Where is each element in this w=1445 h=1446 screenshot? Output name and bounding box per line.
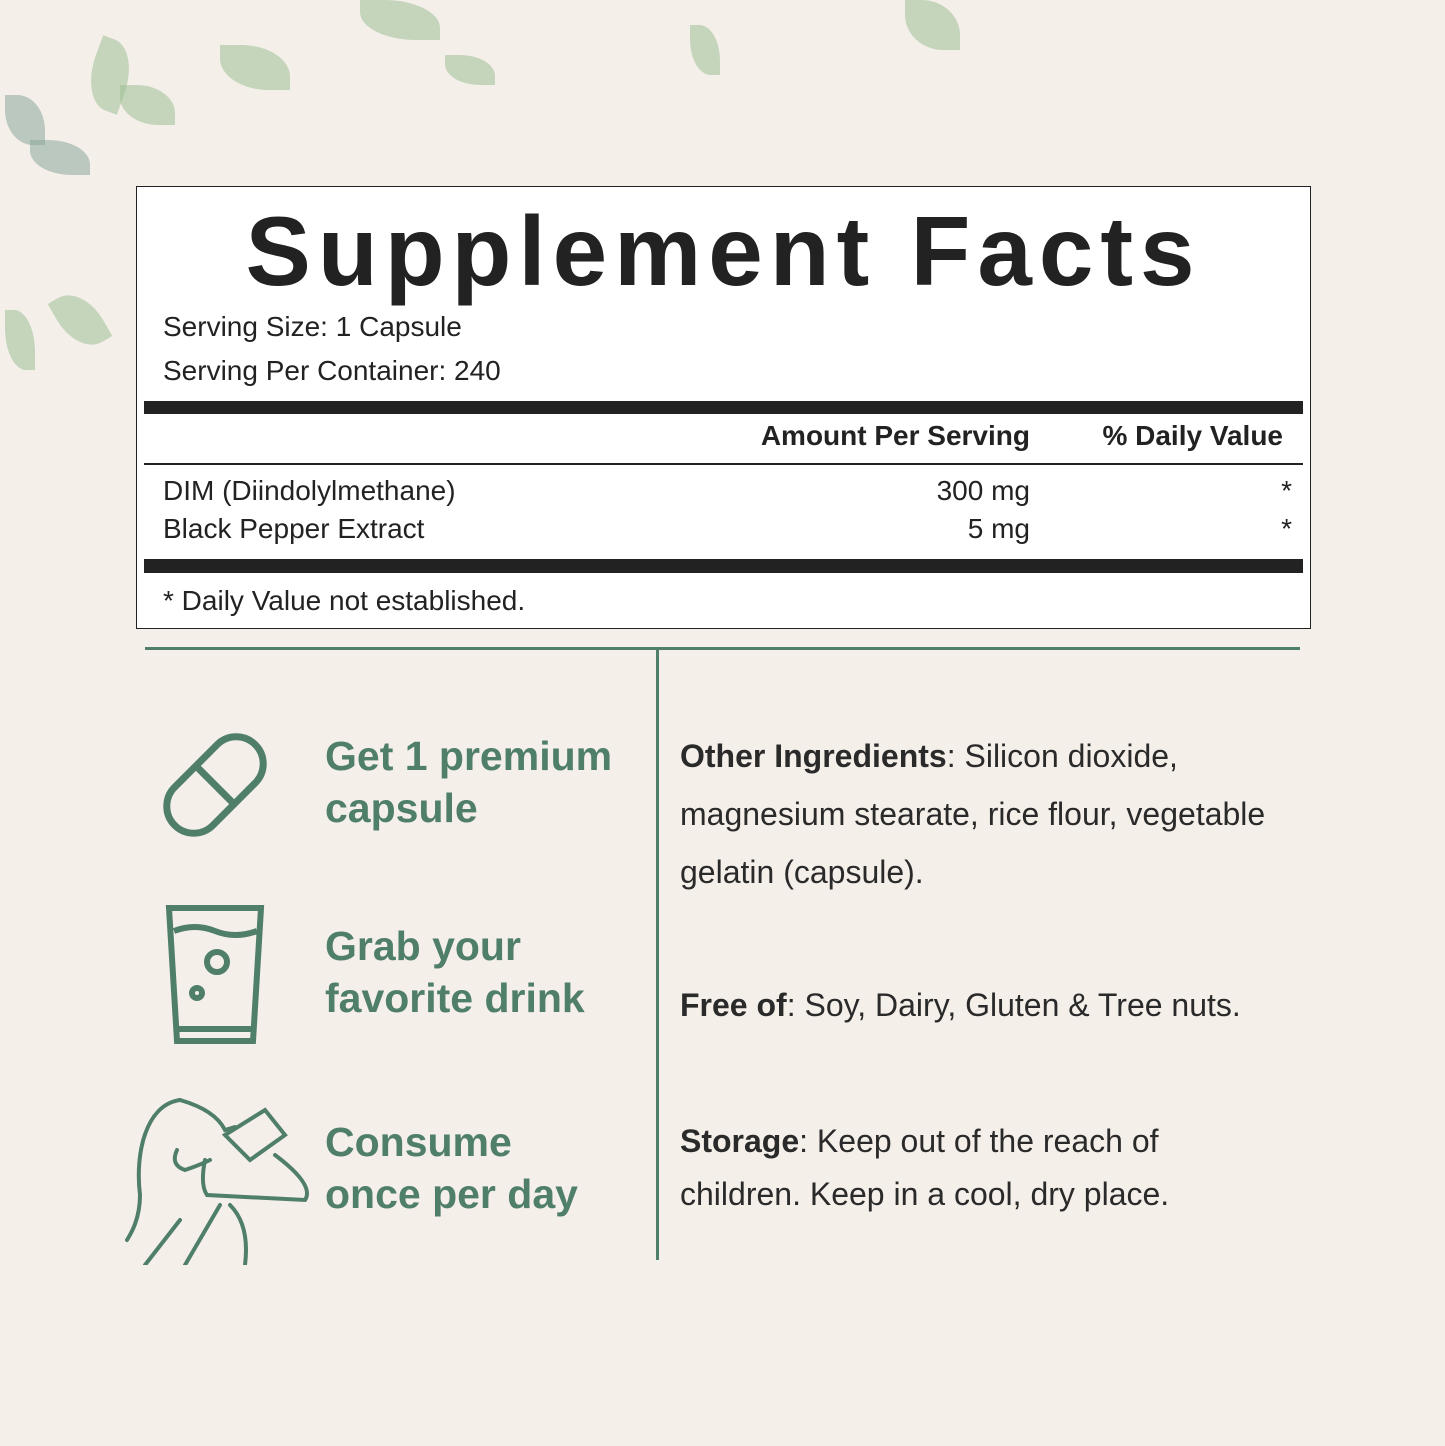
storage: Storage: Keep out of the reach of childr… [680, 1115, 1260, 1221]
supplement-facts-panel: Supplement Facts Serving Size: 1 Capsule… [136, 186, 1311, 629]
thick-divider [144, 401, 1303, 414]
step-3: Consume once per day [325, 1116, 578, 1220]
step-text: favorite drink [325, 975, 585, 1021]
step-text: capsule [325, 785, 478, 831]
other-ingredients-text: : Silicon dioxide, magnesium stearate, r… [680, 738, 1266, 890]
free-of-text: : Soy, Dairy, Gluten & Tree nuts. [786, 987, 1241, 1023]
free-of-label: Free of [680, 987, 787, 1023]
horizontal-divider [145, 647, 1300, 650]
footnote: * Daily Value not established. [163, 585, 526, 616]
woman-drinking-icon [125, 1098, 309, 1265]
serving-size: Serving Size: 1 Capsule [163, 311, 462, 342]
thick-divider [144, 559, 1303, 573]
amount-header: Amount Per Serving [760, 420, 1030, 451]
step-text: once per day [325, 1171, 578, 1217]
free-of: Free of: Soy, Dairy, Gluten & Tree nuts. [680, 976, 1320, 1034]
daily-value-header: % Daily Value [1102, 420, 1283, 451]
thin-divider [144, 463, 1303, 465]
step-1: Get 1 premium capsule [325, 730, 612, 834]
capsule-icon [163, 733, 267, 837]
nutrient-amount: 5 mg [967, 513, 1030, 544]
nutrient-name: Black Pepper Extract [163, 513, 425, 544]
other-ingredients-label: Other Ingredients [680, 738, 947, 774]
nutrient-name: DIM (Diindolylmethane) [163, 475, 456, 506]
step-text: Consume [325, 1119, 512, 1165]
step-text: Get 1 premium [325, 733, 613, 779]
step-text: Grab your [325, 923, 521, 969]
nutrient-dv: * [1281, 475, 1292, 506]
other-ingredients: Other Ingredients: Silicon dioxide, magn… [680, 727, 1280, 901]
panel-title: Supplement Facts [245, 196, 1202, 306]
nutrient-amount: 300 mg [936, 475, 1030, 506]
storage-label: Storage [680, 1123, 800, 1159]
storage-text: : Keep out of the reach of children. Kee… [680, 1123, 1170, 1212]
nutrient-dv: * [1281, 513, 1292, 544]
servings-per-container: Serving Per Container: 240 [163, 355, 501, 386]
glass-icon [165, 905, 265, 1044]
step-2: Grab your favorite drink [325, 920, 585, 1024]
vertical-divider [656, 648, 659, 1260]
